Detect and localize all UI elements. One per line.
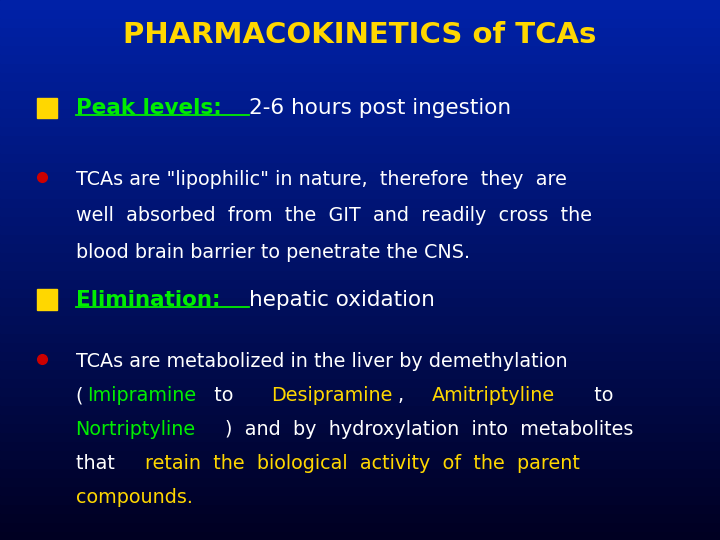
Bar [0, 459, 720, 468]
Text: to: to [202, 386, 246, 406]
Bar [0, 234, 720, 243]
Bar [0, 225, 720, 234]
Bar [0, 261, 720, 270]
Bar [0, 153, 720, 162]
Bar [0, 216, 720, 225]
Bar [0, 108, 720, 117]
Bar [0, 0, 720, 9]
Bar [0, 18, 720, 27]
Bar [0, 171, 720, 180]
Bar [0, 324, 720, 333]
Bar [0, 432, 720, 441]
Bar [0, 180, 720, 189]
Bar [37, 289, 57, 310]
Bar [0, 423, 720, 432]
Bar [0, 369, 720, 378]
Bar [0, 270, 720, 279]
Text: Amitriptyline: Amitriptyline [432, 386, 555, 406]
Bar [0, 72, 720, 81]
Text: retain  the  biological  activity  of  the  parent: retain the biological activity of the pa… [145, 454, 580, 474]
Text: ,: , [397, 386, 416, 406]
Bar [0, 387, 720, 396]
Bar [0, 162, 720, 171]
Bar [0, 207, 720, 216]
Bar [0, 27, 720, 36]
Bar [0, 288, 720, 297]
Text: 2-6 hours post ingestion: 2-6 hours post ingestion [249, 98, 511, 118]
Bar [0, 405, 720, 414]
Text: blood brain barrier to penetrate the CNS.: blood brain barrier to penetrate the CNS… [76, 242, 469, 262]
Bar [0, 531, 720, 540]
Text: that: that [76, 454, 127, 474]
Bar [0, 477, 720, 486]
Bar [0, 198, 720, 207]
Text: Desipramine: Desipramine [271, 386, 392, 406]
Bar [0, 441, 720, 450]
Text: Nortriptyline: Nortriptyline [76, 420, 196, 440]
Bar [0, 9, 720, 18]
Text: well  absorbed  from  the  GIT  and  readily  cross  the: well absorbed from the GIT and readily c… [76, 206, 592, 226]
Bar [0, 513, 720, 522]
Text: compounds.: compounds. [76, 488, 193, 508]
Text: (: ( [76, 386, 83, 406]
Bar [0, 522, 720, 531]
Bar [0, 90, 720, 99]
Bar [0, 468, 720, 477]
Bar [0, 135, 720, 144]
Text: PHARMACOKINETICS of TCAs: PHARMACOKINETICS of TCAs [123, 21, 597, 49]
Bar [0, 99, 720, 108]
Bar [0, 243, 720, 252]
Text: )  and  by  hydroxylation  into  metabolites: ) and by hydroxylation into metabolites [225, 420, 634, 440]
Bar [0, 126, 720, 135]
Bar [0, 414, 720, 423]
Bar [0, 450, 720, 459]
Bar [0, 495, 720, 504]
Bar [0, 297, 720, 306]
Text: Elimination:: Elimination: [76, 289, 228, 310]
Bar [0, 144, 720, 153]
Text: Imipramine: Imipramine [87, 386, 197, 406]
Text: to: to [582, 386, 613, 406]
Text: hepatic oxidation: hepatic oxidation [249, 289, 435, 310]
Bar [0, 333, 720, 342]
Bar [0, 486, 720, 495]
Text: TCAs are "lipophilic" in nature,  therefore  they  are: TCAs are "lipophilic" in nature, therefo… [76, 170, 567, 190]
Bar [0, 63, 720, 72]
Bar [0, 351, 720, 360]
Bar [0, 279, 720, 288]
Bar [37, 98, 57, 118]
Bar [0, 36, 720, 45]
Bar [0, 342, 720, 351]
Text: TCAs are metabolized in the liver by demethylation: TCAs are metabolized in the liver by dem… [76, 352, 567, 372]
Bar [0, 396, 720, 405]
Bar [0, 360, 720, 369]
Bar [0, 252, 720, 261]
Bar [0, 189, 720, 198]
Bar [0, 45, 720, 54]
Bar [0, 54, 720, 63]
Bar [0, 306, 720, 315]
Text: Peak levels:: Peak levels: [76, 98, 229, 118]
Bar [0, 315, 720, 324]
Bar [0, 81, 720, 90]
Bar [0, 117, 720, 126]
Bar [0, 504, 720, 513]
Bar [0, 378, 720, 387]
